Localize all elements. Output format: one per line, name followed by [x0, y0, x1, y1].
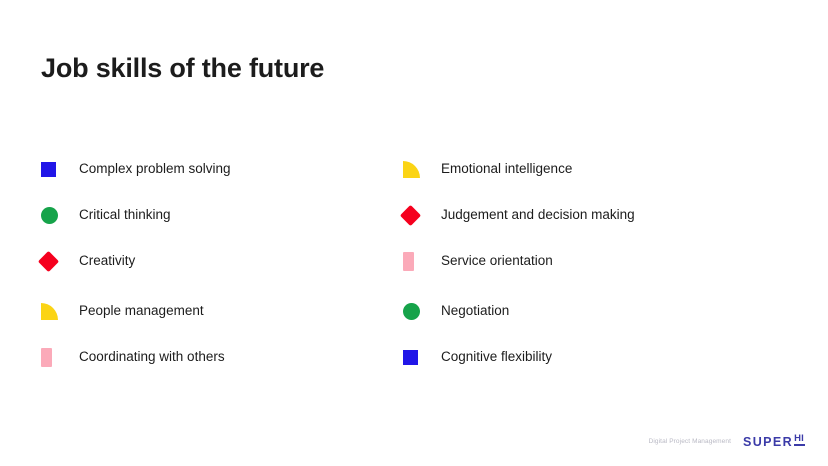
- swatch-cell: [399, 204, 441, 226]
- skill-item: Cognitive flexibility: [403, 334, 741, 380]
- skill-label: Negotiation: [441, 303, 510, 319]
- bar-swatch-icon: [41, 347, 52, 367]
- quarter-swatch-icon: [403, 160, 420, 178]
- skill-label: Service orientation: [441, 253, 553, 269]
- bar-swatch-icon: [403, 251, 414, 271]
- swatch-cell: [41, 161, 79, 177]
- diamond-swatch-icon: [37, 250, 60, 272]
- square-swatch-icon: [41, 161, 56, 177]
- swatch-cell: [41, 206, 79, 224]
- skill-label: People management: [79, 303, 204, 319]
- skill-item: Critical thinking: [41, 192, 403, 238]
- swatch-cell: [403, 302, 441, 320]
- swatch-cell: [41, 302, 79, 320]
- skill-label: Judgement and decision making: [441, 207, 635, 223]
- circle-swatch-icon: [403, 302, 420, 320]
- skill-item: Creativity: [37, 238, 403, 284]
- swatch-cell: [403, 160, 441, 178]
- swatch-cell: [403, 349, 441, 365]
- swatch-cell: [37, 250, 79, 272]
- skill-item: Service orientation: [403, 238, 741, 284]
- skill-item: Coordinating with others: [41, 334, 403, 380]
- skill-item: Complex problem solving: [41, 146, 403, 192]
- quarter-swatch-icon: [41, 302, 58, 320]
- skill-label: Coordinating with others: [79, 349, 225, 365]
- skill-item: Judgement and decision making: [399, 192, 741, 238]
- circle-swatch-icon: [41, 206, 58, 224]
- swatch-cell: [41, 347, 79, 367]
- square-swatch-icon: [403, 349, 418, 365]
- footer-caption: Digital Project Management: [648, 438, 732, 446]
- skill-item: People management: [41, 288, 403, 334]
- skill-label: Cognitive flexibility: [441, 349, 553, 365]
- page-title: Job skills of the future: [41, 53, 325, 84]
- diamond-swatch-icon: [399, 204, 422, 226]
- footer: Digital Project Management SUPER HI: [648, 432, 805, 449]
- skill-item: Emotional intelligence: [403, 146, 741, 192]
- logo-wordmark: SUPER: [743, 434, 794, 449]
- skill-label: Complex problem solving: [79, 161, 231, 177]
- logo-hi-mark: HI: [794, 432, 805, 445]
- skills-grid: Complex problem solving Emotional intelli…: [37, 146, 741, 380]
- skill-label: Emotional intelligence: [441, 161, 573, 177]
- skill-label: Critical thinking: [79, 207, 171, 223]
- skill-label: Creativity: [79, 253, 136, 269]
- swatch-cell: [403, 251, 441, 271]
- skill-item: Negotiation: [403, 288, 741, 334]
- superhi-logo: SUPER HI: [743, 432, 805, 449]
